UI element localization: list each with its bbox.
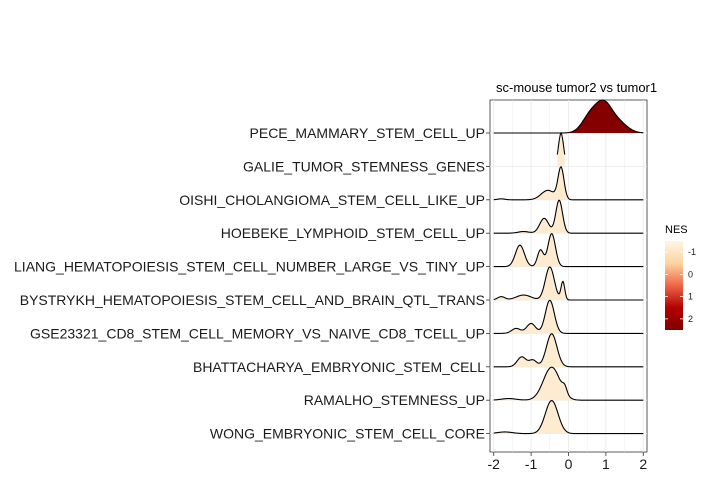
x-axis-ticks: -2 -1 0 1 2: [488, 452, 647, 472]
nes-legend: NES -1 0 1 2: [665, 224, 696, 330]
x-tick-label: 1: [602, 456, 610, 472]
ridge-outline: [493, 266, 644, 301]
x-tick-label: -1: [525, 456, 538, 472]
x-tick-label: 0: [565, 456, 573, 472]
ridge-outline: [493, 99, 644, 134]
ridge-5: [493, 232, 644, 268]
ridge-2: [556, 132, 566, 167]
category-label: GSE23321_CD8_STEM_CELL_MEMORY_VS_NAIVE_C…: [30, 325, 485, 341]
ridge-9: [493, 366, 644, 401]
x-tick-label: -2: [488, 456, 501, 472]
ridge-outline: [493, 366, 644, 401]
ridge-outline: [493, 333, 644, 368]
ridge-outline: [556, 132, 566, 155]
category-label: RAMALHO_STEMNESS_UP: [304, 392, 485, 408]
legend-colorbar: [665, 241, 683, 330]
category-labels: PECE_MAMMARY_STEM_CELL_UP GALIE_TUMOR_STE…: [14, 125, 490, 442]
ridge-4: [493, 199, 644, 234]
ridge-outline: [493, 232, 644, 268]
ridge-fill: [493, 300, 644, 334]
category-label: LIANG_HEMATOPOIESIS_STEM_CELL_NUMBER_LAR…: [14, 259, 485, 275]
ridge-outline: [493, 400, 644, 435]
x-tick-label: 2: [639, 456, 647, 472]
ridge-3: [493, 166, 644, 201]
category-label: HOEBEKE_LYMPHOID_STEM_CELL_UP: [221, 225, 485, 241]
ridge-7: [493, 299, 644, 334]
category-label: BYSTRYKH_HEMATOPOIESIS_STEM_CELL_AND_BRA…: [20, 292, 485, 308]
ridge-outline: [493, 199, 644, 234]
category-label: GALIE_TUMOR_STEMNESS_GENES: [243, 158, 485, 174]
chart-title: sc-mouse tumor2 vs tumor1: [496, 80, 657, 95]
category-label: OISHI_CHOLANGIOMA_STEM_CELL_LIKE_UP: [179, 192, 485, 208]
density-ridges: [493, 99, 644, 435]
category-label: WONG_EMBRYONIC_STEM_CELL_CORE: [210, 426, 485, 442]
category-label: BHATTACHARYA_EMBRYONIC_STEM_CELL: [193, 359, 485, 375]
ridge-10: [493, 400, 644, 435]
legend-tick-label: -1: [688, 247, 696, 257]
ridge-fill: [493, 100, 644, 133]
ridge-6: [493, 266, 644, 301]
ridge-8: [493, 333, 644, 368]
ridge-outline: [493, 166, 644, 201]
legend-tick-label: 1: [688, 292, 693, 302]
ridge-outline: [493, 299, 644, 334]
legend-tick-label: 0: [688, 269, 693, 279]
ridge-1: [493, 99, 644, 134]
legend-tick-label: 2: [688, 314, 693, 324]
category-label: PECE_MAMMARY_STEM_CELL_UP: [250, 125, 485, 141]
legend-title: NES: [665, 224, 688, 236]
